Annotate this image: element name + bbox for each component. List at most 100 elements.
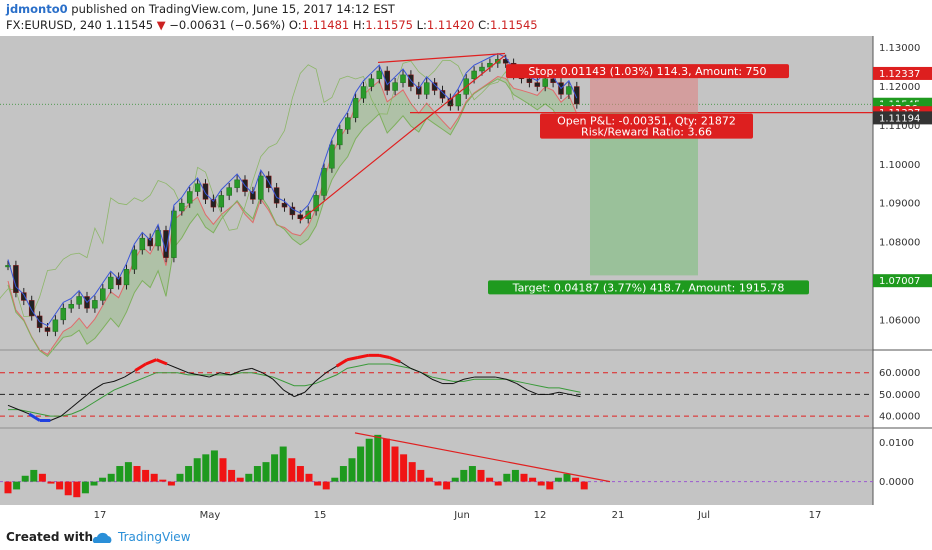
- last-price: 1.11545: [105, 18, 154, 32]
- chart-header: jdmonto0 published on TradingView.com, J…: [0, 0, 932, 36]
- candle-body: [202, 183, 209, 200]
- candle-body: [68, 304, 74, 309]
- candle-body: [392, 82, 398, 91]
- macd-bar: [228, 469, 236, 482]
- macd-bar: [348, 458, 356, 482]
- macd-bar: [382, 438, 390, 482]
- rsi-segment: [50, 415, 62, 421]
- candle-body: [147, 237, 153, 247]
- rsi-segment: [198, 374, 210, 378]
- rsi-segment: [241, 367, 252, 372]
- price-tick-label: 1.09000: [879, 199, 920, 210]
- macd-bar: [210, 450, 218, 482]
- macd-bar: [150, 473, 158, 482]
- price-axis-1: [873, 36, 932, 349]
- candle-body: [297, 214, 304, 219]
- candle-body: [76, 296, 82, 305]
- rsi-segment: [559, 391, 570, 395]
- candle-body: [566, 86, 572, 95]
- candle-body: [186, 191, 193, 204]
- macd-bar: [107, 473, 115, 482]
- candle-body: [115, 276, 122, 286]
- macd-bar: [38, 473, 46, 482]
- candle-body: [423, 82, 430, 95]
- ichimoku-cloud: [8, 76, 577, 357]
- macd-bar: [13, 481, 21, 490]
- macd-bar: [124, 462, 132, 482]
- time-tick-label: 21: [612, 510, 625, 521]
- rsi-segment: [134, 362, 147, 372]
- macd-bar: [296, 466, 304, 482]
- macd-bar: [477, 469, 485, 482]
- price-badge-text: 1.11194: [879, 113, 920, 124]
- rsi-segment: [346, 356, 359, 362]
- time-tick-label: 17: [809, 510, 822, 521]
- chart-area[interactable]: 1.13000 1.12000 1.11000 1.10000 1.09000 1.080…: [0, 36, 932, 526]
- macd-bar: [90, 481, 98, 486]
- high-value: 1.11575: [365, 18, 413, 32]
- time-tick-label: 17: [94, 510, 107, 521]
- rsi-signal-line: [8, 363, 581, 417]
- pnl-label-text-1: Open P&L: -0.00351, Qty: 21872: [557, 115, 736, 128]
- macd-bar: [537, 481, 545, 486]
- candle-body: [344, 117, 351, 130]
- time-tick-label: Jun: [453, 510, 470, 521]
- candle-body: [368, 78, 375, 87]
- pane-background-2: [0, 351, 873, 427]
- open-label: O:: [288, 18, 302, 32]
- macd-bar: [142, 469, 150, 482]
- pnl-label-text-2: Risk/Reward Ratio: 3.66: [581, 126, 712, 139]
- tradingview-cloud-icon: [92, 532, 112, 543]
- time-tick-label: 15: [314, 510, 327, 521]
- macd-bar: [563, 473, 571, 482]
- macd-bar: [236, 477, 244, 482]
- tradingview-brand[interactable]: TradingView: [118, 530, 191, 544]
- rsi-tick-label: 60.0000: [879, 368, 920, 379]
- macd-bar: [451, 477, 459, 482]
- candle-body: [139, 237, 146, 251]
- rsi-segment: [124, 370, 136, 378]
- candle-body: [313, 195, 319, 212]
- macd-bar: [434, 481, 442, 486]
- lagging-span: [0, 60, 514, 318]
- candle-body: [479, 66, 485, 72]
- macd-bar: [133, 466, 141, 482]
- candle-body: [337, 129, 343, 146]
- candle-body: [455, 94, 462, 107]
- price-tick-label: 1.10000: [879, 160, 920, 171]
- macd-bar: [425, 477, 433, 482]
- macd-bar: [400, 454, 408, 482]
- candle-body: [360, 86, 367, 99]
- price-tick-label: 1.08000: [879, 238, 920, 249]
- rsi-segment: [71, 398, 83, 408]
- rsi-segment: [548, 391, 560, 395]
- candle-body: [218, 195, 225, 208]
- price-tick-label: 1.11000: [879, 121, 920, 132]
- rsi-segment: [103, 380, 115, 385]
- macd-bar: [159, 479, 167, 482]
- price-badge-text: 1.12337: [879, 69, 920, 80]
- candle-body: [400, 74, 406, 83]
- macd-bar: [47, 481, 55, 484]
- macd-bar: [494, 481, 502, 486]
- macd-bar: [176, 473, 184, 482]
- rsi-segment: [60, 407, 72, 417]
- candle-body: [281, 202, 288, 208]
- candle-body: [210, 199, 217, 208]
- macd-bar: [30, 469, 38, 482]
- macd-bar: [365, 438, 373, 482]
- candle-body: [289, 206, 296, 216]
- rsi-segment: [335, 358, 348, 368]
- rsi-segment: [283, 389, 295, 398]
- candle-body: [5, 265, 11, 268]
- author-name[interactable]: jdmonto0: [6, 2, 68, 16]
- rsi-segment: [506, 378, 517, 385]
- rsi-segment: [325, 365, 337, 374]
- symbol-label: FX:EURUSD, 240: [6, 18, 102, 32]
- rsi-segment: [251, 367, 263, 374]
- macd-bar: [546, 481, 554, 490]
- macd-bar: [486, 477, 494, 482]
- high-label: H:: [352, 18, 366, 32]
- macd-bar: [64, 481, 72, 496]
- close-label: C:: [478, 18, 491, 32]
